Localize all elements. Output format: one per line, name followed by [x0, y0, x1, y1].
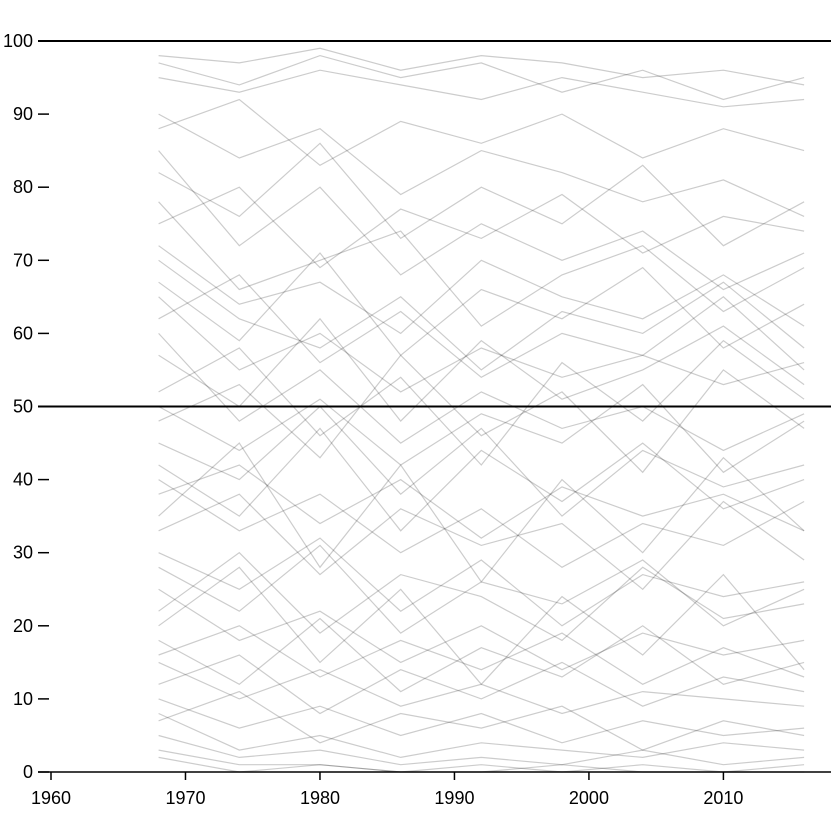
- series-line-35: [158, 245, 805, 335]
- y-tick-label-100: 100: [3, 31, 33, 51]
- y-tick-label-90: 90: [13, 104, 33, 124]
- y-axis: 0 10 20 30 40 50 60 70 80 90 100: [3, 31, 49, 782]
- x-tick-label-2010: 2010: [703, 788, 743, 808]
- reference-lines: [38, 40, 831, 408]
- series-line-25: [158, 317, 805, 423]
- y-tick-label-30: 30: [13, 543, 33, 563]
- series-line-31: [158, 654, 805, 715]
- series-line-1: [158, 47, 805, 86]
- y-tick-label-40: 40: [13, 470, 33, 490]
- series-line-11: [158, 479, 805, 569]
- series-line-27: [158, 427, 805, 532]
- series-line-7: [158, 296, 805, 393]
- series-line-39: [158, 544, 805, 634]
- series-line-3: [158, 113, 805, 217]
- y-tick-label-0: 0: [23, 762, 33, 782]
- x-axis: 1960 1970 1980 1990 2000 2010: [31, 771, 831, 808]
- series-line-18: [158, 712, 805, 759]
- x-tick-label-1980: 1980: [300, 788, 340, 808]
- series-layer: [158, 47, 805, 773]
- series-line-8: [158, 332, 805, 452]
- series-line-29: [158, 551, 805, 642]
- x-tick-label-2000: 2000: [569, 788, 609, 808]
- series-line-24: [158, 252, 805, 357]
- y-tick-label-60: 60: [13, 323, 33, 343]
- series-line-37: [158, 383, 805, 474]
- series-line-6: [158, 259, 805, 371]
- series-line-30: [158, 617, 805, 693]
- series-line-16: [158, 661, 805, 715]
- series-line-40: [158, 625, 805, 685]
- series-line-14: [158, 588, 805, 671]
- series-line-12: [158, 442, 805, 583]
- series-line-34: [158, 142, 805, 247]
- y-tick-label-50: 50: [13, 397, 33, 417]
- series-line-36: [158, 274, 805, 379]
- series-line-2: [158, 69, 805, 108]
- series-line-32: [158, 690, 805, 751]
- series-line-22: [158, 98, 805, 167]
- series-line-13: [158, 537, 805, 627]
- x-tick-label-1970: 1970: [165, 788, 205, 808]
- series-line-26: [158, 354, 805, 474]
- series-line-9: [158, 339, 805, 466]
- series-line-38: [158, 464, 805, 539]
- series-line-19: [158, 734, 805, 766]
- y-tick-label-80: 80: [13, 177, 33, 197]
- series-line-5: [158, 201, 805, 327]
- series-line-4: [158, 150, 805, 291]
- series-line-20: [158, 749, 805, 773]
- series-line-17: [158, 698, 805, 744]
- series-line-15: [158, 566, 805, 686]
- y-tick-label-10: 10: [13, 689, 33, 709]
- y-tick-label-70: 70: [13, 250, 33, 270]
- series-line-23: [158, 186, 805, 269]
- x-tick-label-1960: 1960: [31, 788, 71, 808]
- series-line-33: [158, 54, 805, 101]
- x-tick-label-1990: 1990: [434, 788, 474, 808]
- y-tick-label-20: 20: [13, 616, 33, 636]
- series-line-28: [158, 493, 805, 591]
- series-line-10: [158, 405, 805, 517]
